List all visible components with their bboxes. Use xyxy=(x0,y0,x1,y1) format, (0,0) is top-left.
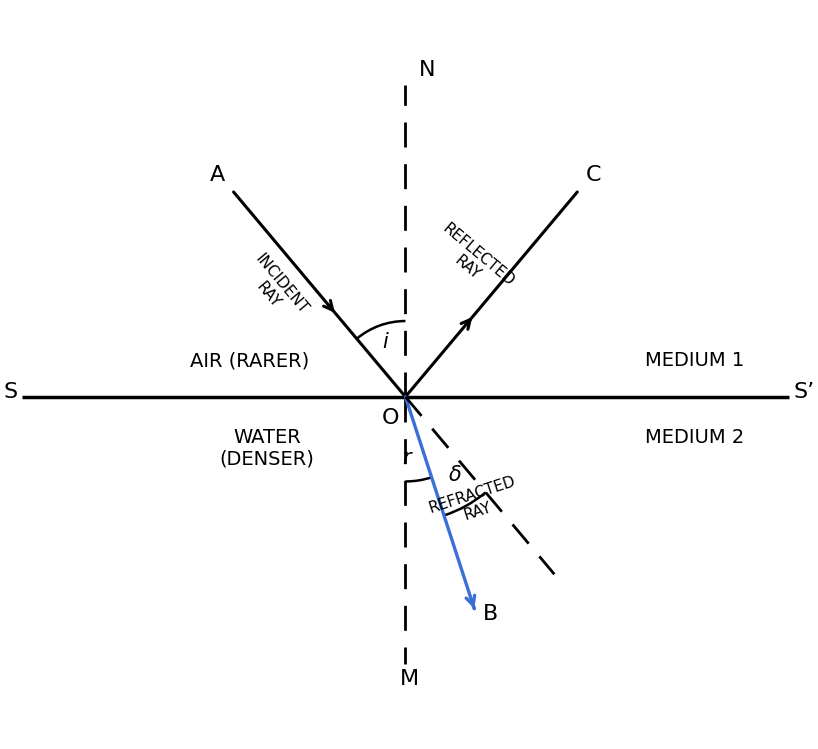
Text: r: r xyxy=(402,449,411,468)
Text: AIR (RARER): AIR (RARER) xyxy=(190,351,309,370)
Text: δ: δ xyxy=(449,464,461,485)
Text: MEDIUM 2: MEDIUM 2 xyxy=(645,428,744,447)
Text: O: O xyxy=(381,408,398,428)
Text: REFLECTED
RAY: REFLECTED RAY xyxy=(429,220,517,302)
Text: WATER
(DENSER): WATER (DENSER) xyxy=(220,428,315,469)
Text: MEDIUM 1: MEDIUM 1 xyxy=(645,351,744,370)
Text: S’: S’ xyxy=(793,382,815,402)
Text: N: N xyxy=(419,61,435,80)
Text: B: B xyxy=(483,604,498,624)
Text: i: i xyxy=(383,333,389,352)
Text: INCIDENT
RAY: INCIDENT RAY xyxy=(239,252,311,328)
Text: M: M xyxy=(400,669,420,688)
Text: REFRACTED
RAY: REFRACTED RAY xyxy=(427,473,524,533)
Text: A: A xyxy=(209,166,225,185)
Text: S: S xyxy=(3,382,18,402)
Text: C: C xyxy=(587,166,602,185)
